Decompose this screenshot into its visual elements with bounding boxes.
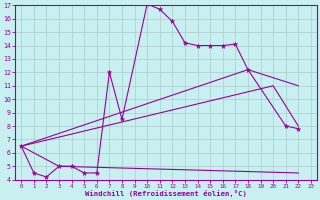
X-axis label: Windchill (Refroidissement éolien,°C): Windchill (Refroidissement éolien,°C) bbox=[85, 190, 247, 197]
